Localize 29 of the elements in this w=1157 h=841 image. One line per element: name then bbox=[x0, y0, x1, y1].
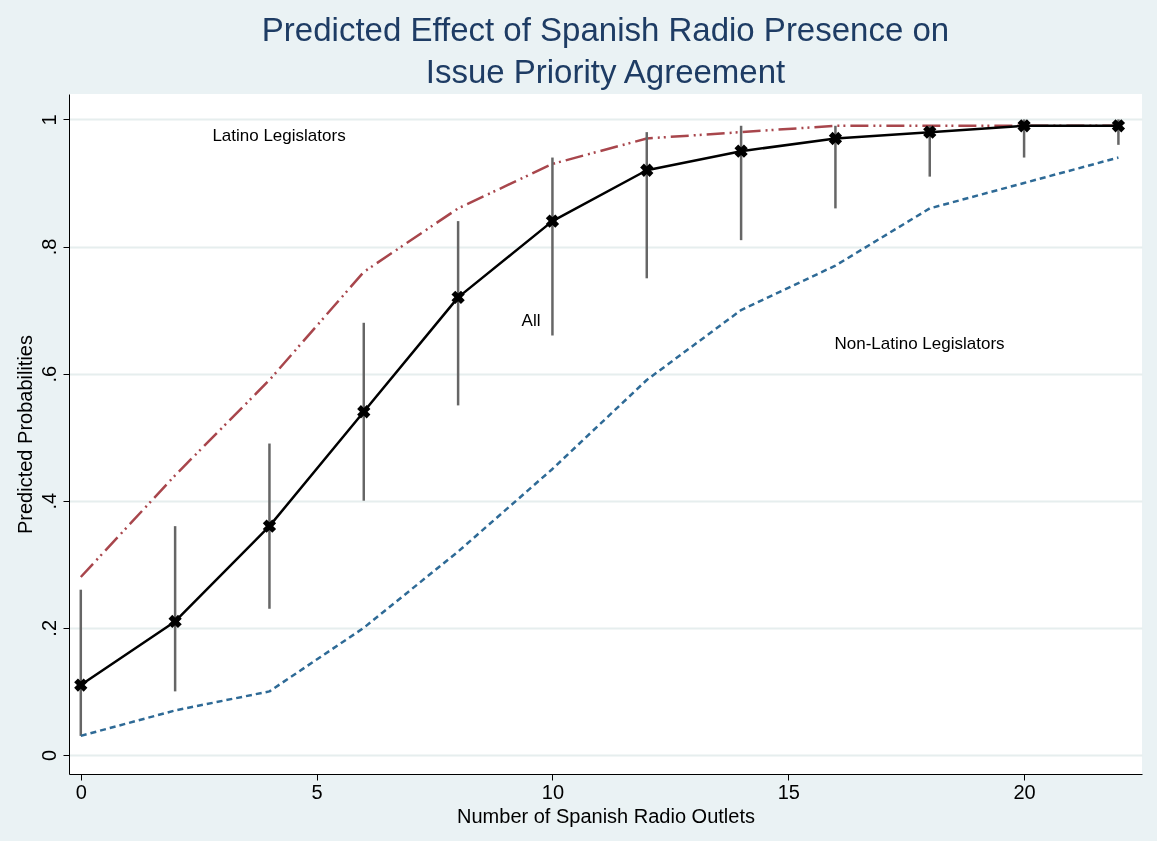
annotation: Latino Legislators bbox=[212, 125, 346, 145]
point bbox=[734, 144, 748, 158]
point bbox=[923, 125, 937, 139]
point bbox=[168, 614, 182, 629]
point bbox=[545, 214, 560, 228]
x-axis-title: Number of Spanish Radio Outlets bbox=[457, 804, 755, 827]
chart-title: Predicted Effect of Spanish Radio Presence on Issue Priority Agreement bbox=[261, 11, 950, 90]
point bbox=[262, 519, 277, 533]
x-tick-label: 0 bbox=[75, 780, 87, 803]
point bbox=[640, 163, 654, 177]
point bbox=[357, 405, 371, 419]
y-tick-label: .6 bbox=[37, 365, 60, 383]
x-tick-label: 5 bbox=[311, 780, 323, 803]
y-tick-label: .8 bbox=[37, 238, 60, 256]
point bbox=[1111, 119, 1126, 133]
annotation: All bbox=[521, 311, 541, 331]
x-tick-label: 20 bbox=[1013, 780, 1036, 803]
y-tick-label: 1 bbox=[37, 114, 60, 126]
point bbox=[1017, 119, 1031, 133]
y-tick-label: .2 bbox=[37, 619, 60, 637]
point bbox=[74, 678, 88, 692]
y-tick-label: .4 bbox=[37, 492, 60, 510]
y-axis-title: Predicted Probabilities bbox=[13, 335, 36, 534]
annotation: Non-Latino Legislators bbox=[834, 333, 1005, 353]
x-tick-label: 10 bbox=[541, 780, 565, 803]
point bbox=[451, 290, 465, 304]
y-tick-label: 0 bbox=[37, 749, 60, 761]
point bbox=[828, 131, 843, 146]
x-tick-label: 15 bbox=[777, 780, 800, 803]
